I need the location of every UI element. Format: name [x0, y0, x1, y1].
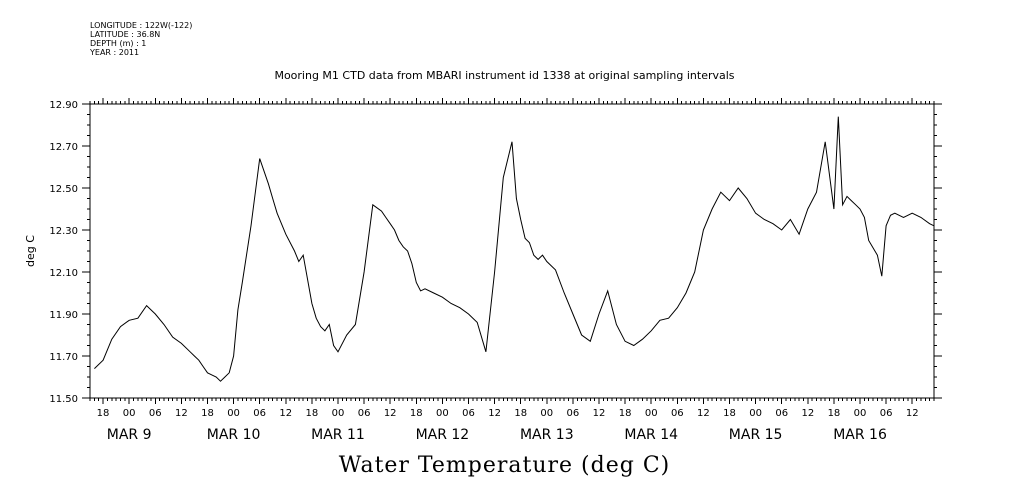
- x-tick-label: 12: [593, 408, 606, 419]
- x-tick-label: 18: [619, 408, 632, 419]
- x-tick-label: 06: [462, 408, 475, 419]
- y-tick-label: 11.70: [49, 352, 78, 363]
- x-day-label: MAR 11: [311, 427, 365, 443]
- x-tick-label: 18: [828, 408, 841, 419]
- x-tick-label: 12: [175, 408, 188, 419]
- x-tick-label: 18: [97, 408, 110, 419]
- series-line-1: [94, 116, 935, 382]
- x-tick-label: 12: [279, 408, 292, 419]
- x-tick-label: 00: [645, 408, 658, 419]
- chart-header-title: Mooring M1 CTD data from MBARI instrumen…: [274, 69, 735, 82]
- x-tick-label: 06: [775, 408, 788, 419]
- x-day-label: MAR 14: [624, 427, 678, 443]
- meta-latitude: LATITUDE : 36.8N: [90, 30, 161, 39]
- y-tick-label: 12.10: [49, 268, 78, 279]
- x-tick-label: 00: [540, 408, 553, 419]
- x-tick-label: 12: [384, 408, 397, 419]
- x-tick-label: 12: [801, 408, 814, 419]
- x-tick-label: 00: [749, 408, 762, 419]
- x-day-label: MAR 16: [833, 427, 887, 443]
- x-tick-label: 18: [410, 408, 423, 419]
- chart-title: Water Temperature (deg C): [338, 453, 671, 478]
- meta-longitude: LONGITUDE : 122W(-122): [90, 21, 193, 30]
- x-tick-label: 00: [123, 408, 136, 419]
- x-tick-label: 12: [697, 408, 710, 419]
- x-tick-label: 06: [671, 408, 684, 419]
- x-tick-label: 06: [358, 408, 371, 419]
- x-tick-label: 00: [854, 408, 867, 419]
- x-tick-label: 18: [306, 408, 319, 419]
- meta-year: YEAR : 2011: [90, 48, 140, 57]
- x-day-label: MAR 15: [729, 427, 783, 443]
- x-tick-label: 06: [880, 408, 893, 419]
- x-tick-label: 12: [488, 408, 501, 419]
- x-tick-label: 00: [436, 408, 449, 419]
- x-day-label: MAR 13: [520, 427, 574, 443]
- x-tick-label: 06: [149, 408, 162, 419]
- x-tick-label: 06: [253, 408, 266, 419]
- meta-depth: DEPTH (m) : 1: [90, 39, 147, 48]
- x-tick-label: 18: [201, 408, 214, 419]
- y-axis-label: deg C: [24, 235, 37, 267]
- x-day-label: MAR 9: [107, 427, 152, 443]
- y-tick-label: 12.50: [49, 184, 78, 195]
- x-tick-label: 00: [332, 408, 345, 419]
- y-tick-label: 12.90: [49, 100, 78, 111]
- y-tick-label: 11.90: [49, 310, 78, 321]
- x-tick-label: 00: [227, 408, 240, 419]
- y-tick-label: 11.50: [49, 394, 78, 405]
- x-tick-label: 06: [567, 408, 580, 419]
- y-tick-label: 12.30: [49, 226, 78, 237]
- x-tick-label: 12: [906, 408, 919, 419]
- y-tick-label: 12.70: [49, 142, 78, 153]
- x-tick-label: 18: [514, 408, 527, 419]
- x-day-label: MAR 12: [416, 427, 470, 443]
- x-day-label: MAR 10: [207, 427, 261, 443]
- x-tick-label: 18: [723, 408, 736, 419]
